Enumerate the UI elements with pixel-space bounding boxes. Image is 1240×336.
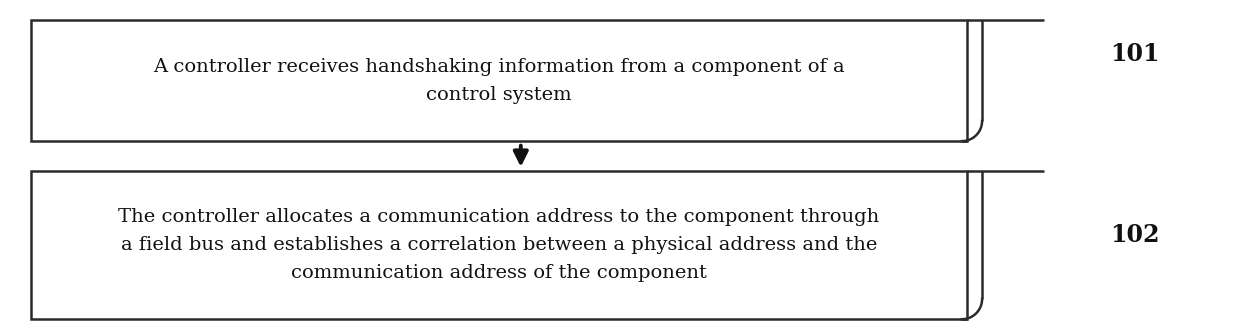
FancyBboxPatch shape bbox=[31, 20, 967, 141]
Text: The controller allocates a communication address to the component through
a fiel: The controller allocates a communication… bbox=[119, 208, 879, 282]
Text: 101: 101 bbox=[1110, 42, 1159, 66]
Text: A controller receives handshaking information from a component of a
control syst: A controller receives handshaking inform… bbox=[154, 58, 844, 103]
FancyBboxPatch shape bbox=[31, 171, 967, 319]
Text: 102: 102 bbox=[1110, 223, 1159, 247]
